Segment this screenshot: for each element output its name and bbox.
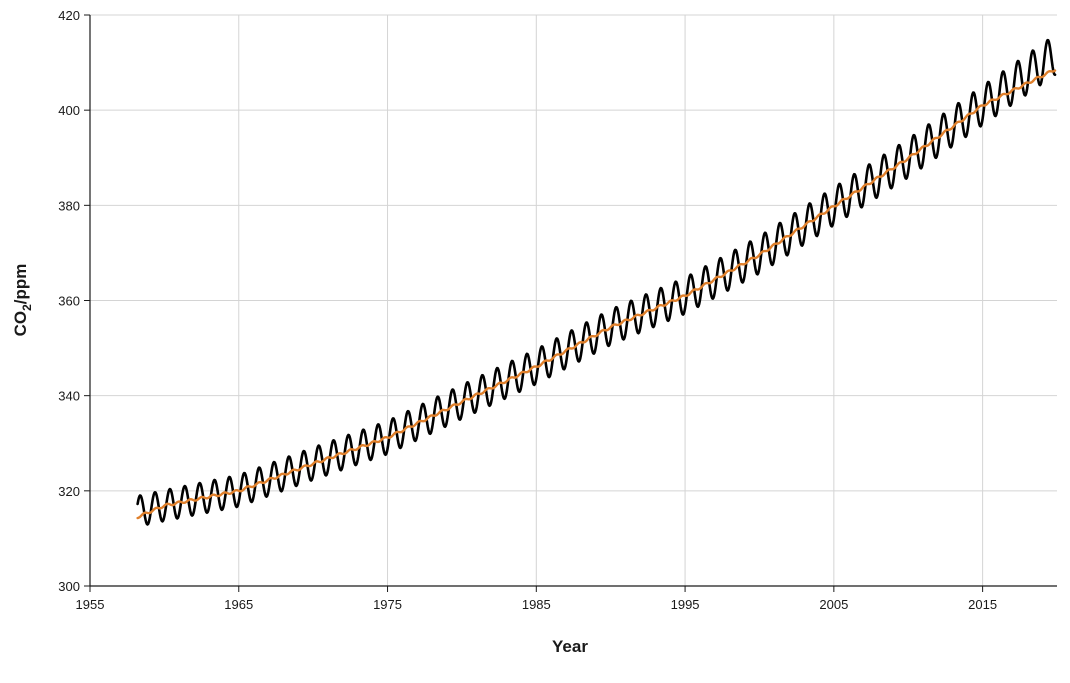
tick-labels: 300 320 340 360 380 400 420 1955 1965 1975 1985 199… [58, 8, 997, 612]
y-tick-label-340: 340 [58, 389, 80, 404]
x-axis-title: Year [552, 637, 588, 656]
x-tick-label-1985: 1985 [522, 597, 551, 612]
y-axis-title-main: CO [11, 311, 30, 337]
x-tick-label-1955: 1955 [76, 597, 105, 612]
co2-monthly-line [136, 38, 1057, 526]
y-axis-title-subscript: 2 [20, 304, 34, 311]
y-tick-label-320: 320 [58, 484, 80, 499]
x-tick-label-1995: 1995 [671, 597, 700, 612]
y-tick-label-360: 360 [58, 294, 80, 309]
co2-trend-line [136, 69, 1057, 520]
series-group [136, 38, 1057, 526]
y-tick-label-380: 380 [58, 198, 80, 213]
x-tick-label-2005: 2005 [819, 597, 848, 612]
y-axis-title-suffix: /ppm [11, 264, 30, 305]
x-tick-label-1965: 1965 [224, 597, 253, 612]
y-tick-label-400: 400 [58, 103, 80, 118]
y-tick-label-420: 420 [58, 8, 80, 23]
x-tick-label-1975: 1975 [373, 597, 402, 612]
y-axis-title: CO2/ppm [11, 264, 34, 337]
y-tick-label-300: 300 [58, 579, 80, 594]
x-tick-label-2015: 2015 [968, 597, 997, 612]
axes [84, 14, 1057, 592]
